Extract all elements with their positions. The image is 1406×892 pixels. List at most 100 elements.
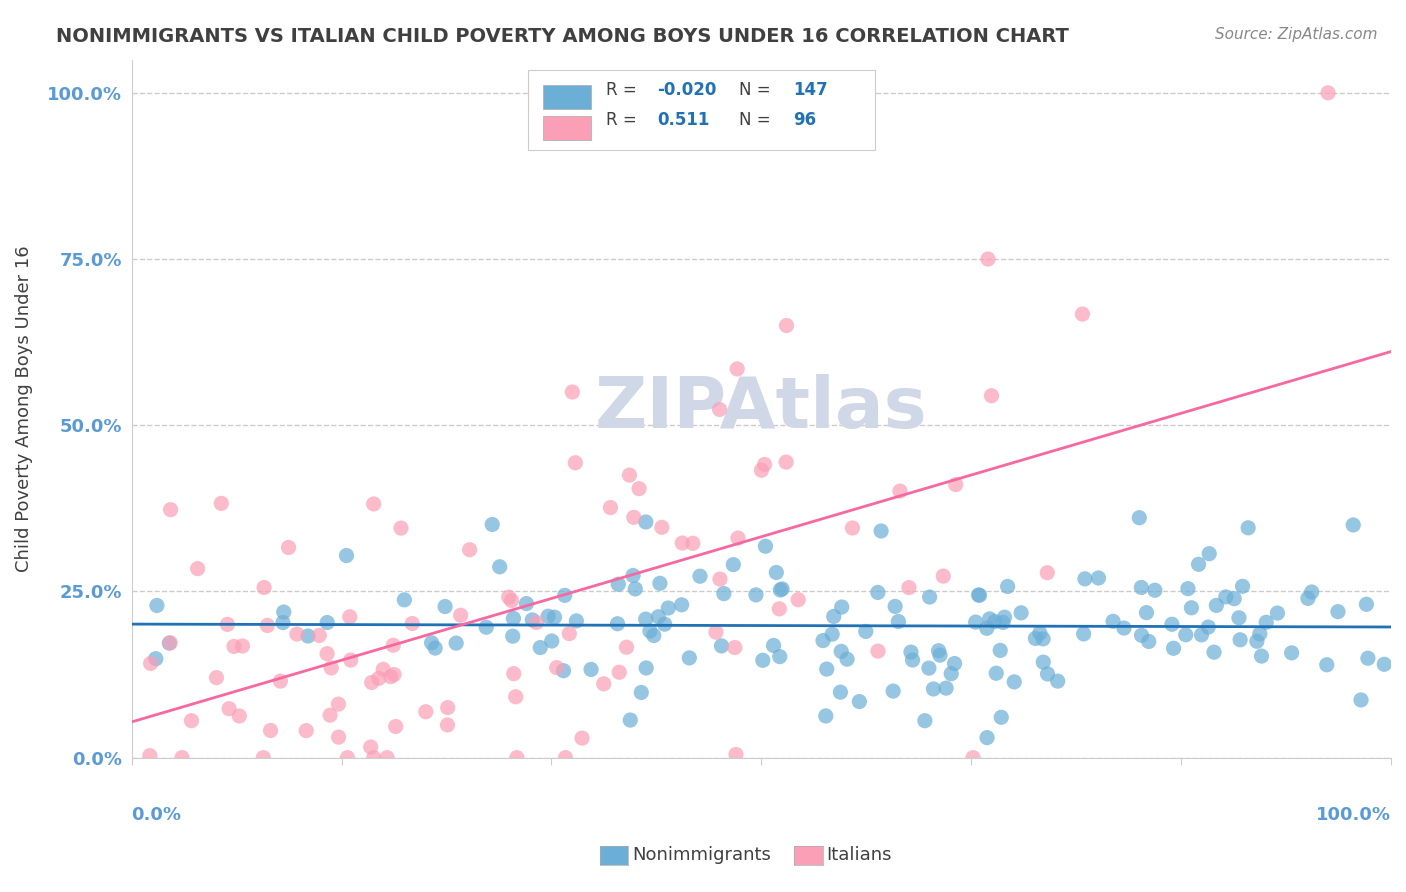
Point: [1130, 581, 1153, 595]
Point: [725, 362, 748, 376]
Point: [553, 664, 575, 678]
Point: [209, 496, 232, 510]
Point: [297, 629, 319, 643]
Point: [444, 636, 467, 650]
Point: [145, 651, 167, 665]
Point: [159, 502, 181, 516]
Point: [218, 701, 240, 715]
Point: [630, 685, 652, 699]
Point: [884, 599, 907, 614]
Point: [1202, 645, 1225, 659]
Point: [1215, 590, 1237, 604]
Text: NONIMMIGRANTS VS ITALIAN CHILD POVERTY AMONG BOYS UNDER 16 CORRELATION CHART: NONIMMIGRANTS VS ITALIAN CHILD POVERTY A…: [56, 27, 1069, 45]
Text: 147: 147: [793, 80, 828, 99]
Point: [1246, 634, 1268, 648]
Point: [689, 569, 711, 583]
Point: [943, 657, 966, 671]
Point: [769, 649, 792, 664]
Point: [775, 455, 797, 469]
Point: [929, 648, 952, 662]
Point: [1187, 558, 1209, 572]
Point: [401, 616, 423, 631]
Point: [823, 609, 845, 624]
Point: [745, 588, 768, 602]
Point: [1191, 628, 1213, 642]
Point: [515, 597, 537, 611]
Text: -0.020: -0.020: [657, 80, 716, 99]
Point: [384, 719, 406, 733]
Point: [498, 590, 520, 604]
Point: [488, 559, 510, 574]
Point: [619, 713, 641, 727]
Point: [1205, 599, 1227, 613]
Point: [647, 609, 669, 624]
Point: [945, 477, 967, 491]
Point: [1281, 646, 1303, 660]
Point: [636, 661, 658, 675]
Point: [616, 640, 638, 655]
Point: [1198, 547, 1220, 561]
Point: [554, 750, 576, 764]
Point: [709, 572, 731, 586]
Point: [335, 549, 357, 563]
Point: [1112, 621, 1135, 635]
Point: [228, 709, 250, 723]
Point: [256, 618, 278, 632]
Point: [475, 620, 498, 634]
Point: [914, 714, 936, 728]
Point: [1137, 634, 1160, 648]
Point: [321, 661, 343, 675]
Point: [558, 626, 581, 640]
Point: [607, 577, 630, 591]
Point: [389, 521, 412, 535]
Point: [1316, 657, 1339, 672]
Point: [526, 615, 548, 630]
Point: [579, 663, 602, 677]
Point: [481, 517, 503, 532]
Point: [889, 484, 911, 499]
Text: ZIPAtlas: ZIPAtlas: [595, 374, 928, 443]
Point: [1036, 667, 1059, 681]
Point: [830, 644, 852, 658]
Point: [928, 643, 950, 657]
Point: [506, 750, 529, 764]
Point: [1232, 579, 1254, 593]
Point: [1163, 641, 1185, 656]
Text: R =: R =: [606, 112, 643, 129]
Point: [308, 628, 330, 642]
Point: [866, 585, 889, 599]
Text: N =: N =: [738, 112, 776, 129]
Text: 0.511: 0.511: [657, 112, 709, 129]
Point: [815, 662, 838, 676]
Point: [543, 610, 565, 624]
Point: [967, 588, 990, 602]
Point: [537, 609, 560, 624]
Point: [941, 666, 963, 681]
Point: [529, 640, 551, 655]
Point: [752, 653, 775, 667]
Point: [1161, 617, 1184, 632]
Point: [962, 750, 984, 764]
Point: [1002, 674, 1025, 689]
Point: [170, 750, 193, 764]
Point: [1071, 307, 1094, 321]
Point: [1296, 591, 1319, 606]
Point: [648, 576, 671, 591]
Point: [724, 747, 747, 762]
Point: [713, 586, 735, 600]
Point: [1073, 627, 1095, 641]
Point: [965, 615, 987, 629]
Point: [316, 647, 339, 661]
Point: [1350, 693, 1372, 707]
Point: [382, 667, 405, 681]
Text: 0.0%: 0.0%: [132, 806, 181, 824]
Point: [217, 617, 239, 632]
Point: [1087, 571, 1109, 585]
Point: [394, 592, 416, 607]
Point: [1256, 615, 1278, 630]
Point: [882, 684, 904, 698]
Point: [831, 600, 853, 615]
Point: [502, 666, 524, 681]
Point: [269, 674, 291, 689]
Point: [619, 468, 641, 483]
